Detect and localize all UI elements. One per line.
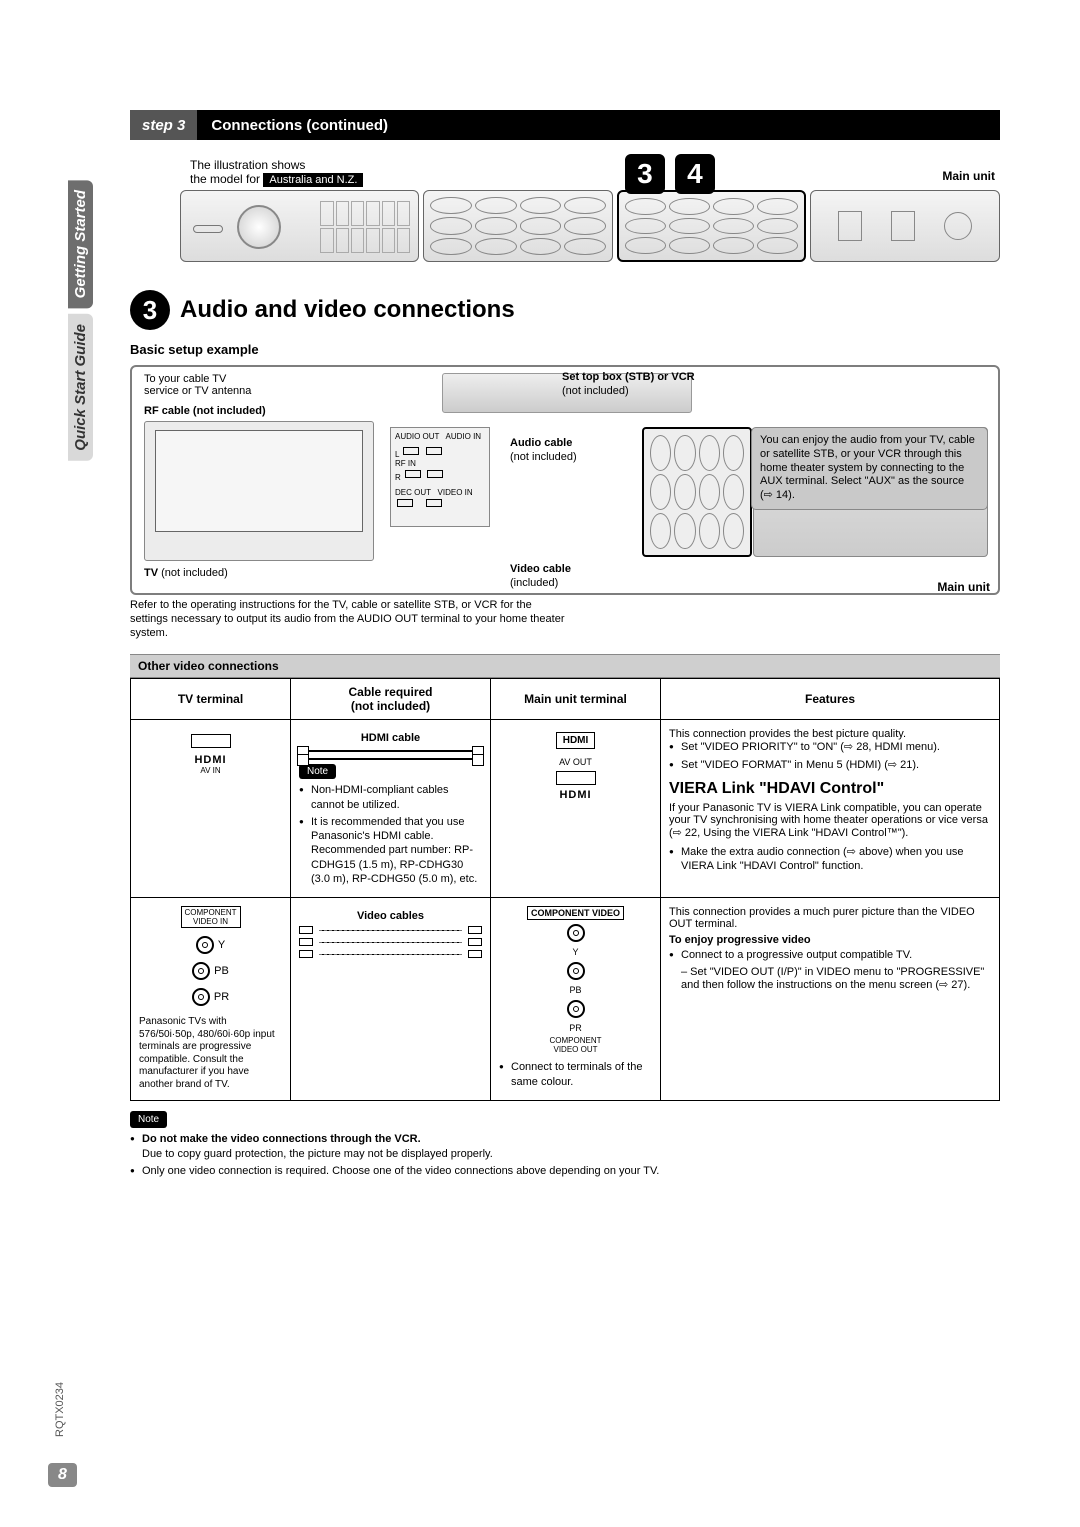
step-label: step 3 bbox=[130, 110, 197, 140]
video-cable-sub: (included) bbox=[510, 577, 558, 589]
cell-tv-component: COMPONENT VIDEO IN Y PB PR Panasonic TVs… bbox=[131, 898, 291, 1101]
viera-head: VIERA Link "HDAVI Control" bbox=[669, 780, 991, 798]
footer-l1: Due to copy guard protection, the pictur… bbox=[142, 1148, 493, 1160]
comp-tv-note: Panasonic TVs with 576/50i·50p, 480/60i·… bbox=[139, 1016, 282, 1091]
main-unit-rear-panel bbox=[642, 427, 752, 557]
prog-b1: Connect to a progressive output compatib… bbox=[669, 948, 991, 962]
badge-4: 4 bbox=[675, 154, 715, 194]
mu-avout: AV OUT bbox=[499, 757, 652, 767]
under-diagram-note: Refer to the operating instructions for … bbox=[130, 599, 570, 640]
audio-cable-sub: (not included) bbox=[510, 451, 577, 463]
mu-y: Y bbox=[572, 947, 578, 957]
comp-pr: PR bbox=[214, 991, 229, 1003]
footer-b2: Only one video connection is required. C… bbox=[130, 1164, 1000, 1178]
hdmi-note-2: It is recommended that you use Panasonic… bbox=[299, 815, 482, 886]
section-title: Audio and video connections bbox=[180, 296, 515, 324]
mu-pr: PR bbox=[569, 1023, 582, 1033]
step-title: Connections (continued) bbox=[197, 117, 388, 134]
cell-feat-component: This connection provides a much purer pi… bbox=[661, 898, 1000, 1101]
side-tabs: Getting Started Quick Start Guide bbox=[68, 180, 102, 540]
viera-bul: Make the extra audio connection (⇨ above… bbox=[669, 845, 991, 874]
basic-setup-head: Basic setup example bbox=[130, 342, 1000, 357]
comp-y: Y bbox=[218, 939, 225, 951]
comp-mu-head: COMPONENT VIDEO bbox=[527, 906, 624, 920]
comp-pb: PB bbox=[214, 965, 229, 977]
note-pill-footer: Note bbox=[130, 1111, 167, 1129]
tv-box bbox=[144, 421, 374, 561]
rf-cable-bold: RF cable (not included) bbox=[144, 405, 266, 417]
aux-info-callout: You can enjoy the audio from your TV, ca… bbox=[751, 427, 988, 510]
hdmi-cable-head: HDMI cable bbox=[299, 732, 482, 744]
footer-b1: Do not make the video connections throug… bbox=[130, 1132, 1000, 1161]
cell-tv-hdmi: HDMI AV IN bbox=[131, 720, 291, 898]
region-tag: Australia and N.Z. bbox=[263, 173, 363, 187]
device-panel-b bbox=[423, 190, 613, 262]
device-panel-d: Main unit bbox=[810, 190, 1000, 262]
illus-line1: The illustration shows bbox=[190, 158, 305, 172]
th-main-unit: Main unit terminal bbox=[491, 679, 661, 720]
cell-mu-hdmi: HDMI AV OUT HDMI bbox=[491, 720, 661, 898]
step-bar: step 3 Connections (continued) bbox=[130, 110, 1000, 140]
illustration-note: The illustration shows the model for Aus… bbox=[190, 158, 1000, 186]
stb-sub: (not included) bbox=[562, 385, 629, 397]
viera-body: If your Panasonic TV is VIERA Link compa… bbox=[669, 802, 991, 839]
cell-mu-component: COMPONENT VIDEO Y PB PR COMPONENT VIDEO … bbox=[491, 898, 661, 1101]
footer-b1-text: Do not make the video connections throug… bbox=[142, 1133, 421, 1145]
th-cable: Cable required (not included) bbox=[291, 679, 491, 720]
stb-label: Set top box (STB) or VCR bbox=[562, 371, 695, 383]
device-panel-a bbox=[180, 190, 419, 262]
doc-id: RQTX0234 bbox=[54, 1382, 66, 1437]
note-pill-1: Note bbox=[299, 764, 336, 779]
table-row-hdmi: HDMI AV IN HDMI cable Note Non-HDMI-comp… bbox=[131, 720, 1000, 898]
video-cables-head: Video cables bbox=[299, 910, 482, 922]
connections-table: TV terminal Cable required (not included… bbox=[130, 678, 1000, 1101]
audio-cable-label: Audio cable bbox=[510, 437, 572, 449]
section-number: 3 bbox=[130, 290, 170, 330]
mu-colour-note: Connect to terminals of the same colour. bbox=[499, 1060, 652, 1089]
th-features: Features bbox=[661, 679, 1000, 720]
hdmi-feat-b1: Set "VIDEO PRIORITY" to "ON" (⇨ 28, HDMI… bbox=[669, 740, 991, 754]
other-connections-bar: Other video connections bbox=[130, 654, 1000, 678]
hdmi-feat-top: This connection provides the best pictur… bbox=[669, 728, 991, 740]
tv-rear-panel: AUDIO OUT AUDIO IN L RF IN R DEC OUT VID… bbox=[390, 427, 490, 527]
mu-hdmi-box: HDMI bbox=[556, 732, 596, 749]
mu-pb: PB bbox=[569, 985, 581, 995]
hdmi-note-1: Non-HDMI-compliant cables cannot be util… bbox=[299, 783, 482, 812]
table-row-component: COMPONENT VIDEO IN Y PB PR Panasonic TVs… bbox=[131, 898, 1000, 1101]
th-tv-terminal: TV terminal bbox=[131, 679, 291, 720]
footer-notes: Note Do not make the video connections t… bbox=[130, 1111, 1000, 1178]
to-cable-text: To your cable TV service or TV antenna bbox=[144, 373, 264, 397]
main-unit-label: Main unit bbox=[942, 169, 995, 183]
hdmi-feat-b2: Set "VIDEO FORMAT" in Menu 5 (HDMI) (⇨ 2… bbox=[669, 758, 991, 772]
cell-cable-component: Video cables bbox=[291, 898, 491, 1101]
main-unit-box: You can enjoy the audio from your TV, ca… bbox=[753, 427, 988, 557]
page-number: 8 bbox=[48, 1463, 77, 1487]
th-cable-txt: Cable required (not included) bbox=[348, 685, 432, 713]
tab-quick-start: Quick Start Guide bbox=[68, 314, 93, 461]
illus-line2: the model for bbox=[190, 172, 260, 186]
comp-tv-head: COMPONENT VIDEO IN bbox=[181, 906, 241, 928]
prog-b2: – Set "VIDEO OUT (I/P)" in VIDEO menu to… bbox=[669, 966, 991, 991]
tab-getting-started: Getting Started bbox=[68, 180, 93, 308]
cell-feat-hdmi: This connection provides the best pictur… bbox=[661, 720, 1000, 898]
setup-diagram: To your cable TV service or TV antenna R… bbox=[130, 365, 1000, 595]
main-unit-label-b: Main unit bbox=[937, 580, 990, 594]
prog-head: To enjoy progressive video bbox=[669, 934, 991, 946]
section-head: 3 Audio and video connections bbox=[130, 290, 1000, 330]
rf-cable-label: RF cable (not included) bbox=[144, 405, 266, 417]
badge-3: 3 bbox=[625, 154, 665, 194]
cell-cable-hdmi: HDMI cable Note Non-HDMI-compliant cable… bbox=[291, 720, 491, 898]
video-cable-label: Video cable bbox=[510, 563, 571, 575]
tv-label: TV (not included) bbox=[144, 567, 228, 579]
device-row: 3 4 Main unit bbox=[180, 190, 1000, 262]
mu-comp-out: COMPONENT VIDEO OUT bbox=[499, 1036, 652, 1054]
device-panel-c: 3 4 bbox=[617, 190, 807, 262]
comp-feat-top: This connection provides a much purer pi… bbox=[669, 906, 991, 930]
